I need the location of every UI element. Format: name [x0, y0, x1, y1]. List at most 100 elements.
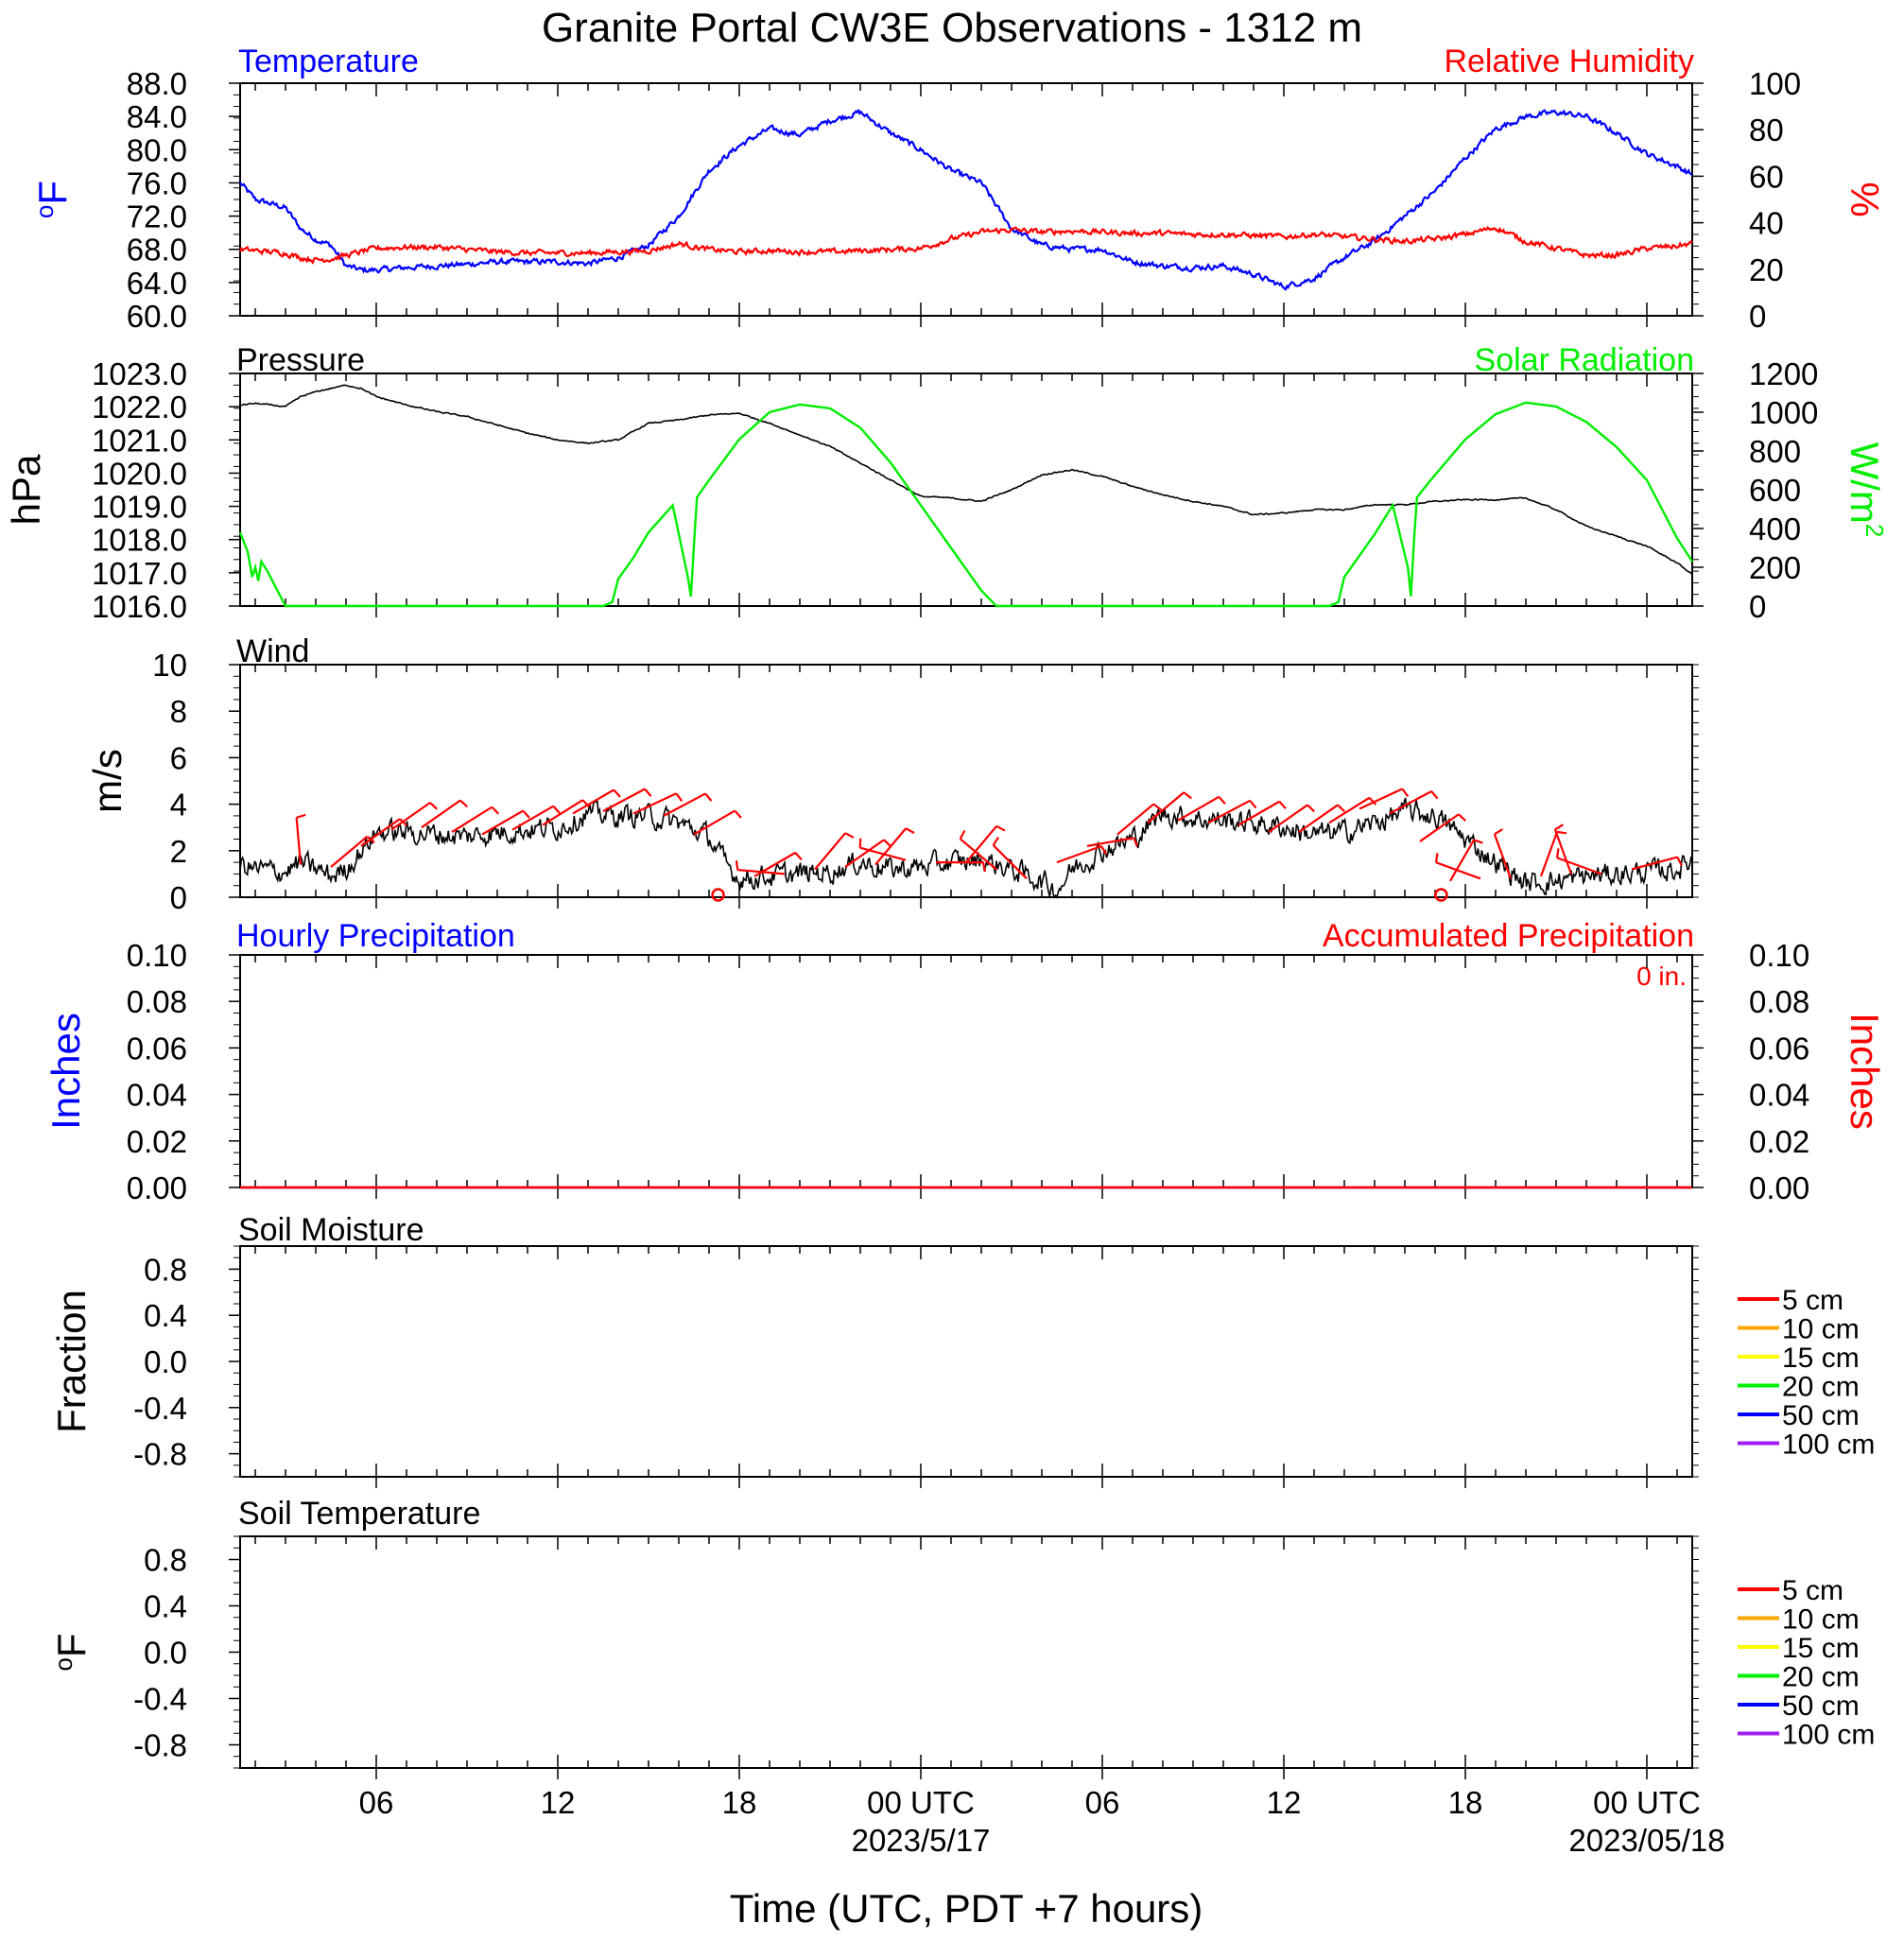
legend-label: 10 cm [1782, 1604, 1860, 1636]
y-tick-label-right: 80 [1749, 113, 1784, 147]
wind-barb [1539, 831, 1559, 877]
panel-precipitation: Hourly Precipitation Accumulated Precipi… [236, 918, 1694, 991]
y-tick-label-left: -0.8 [133, 1437, 187, 1472]
x-tick-label: 00 UTC [867, 1785, 975, 1820]
y-tick-label-left: -0.4 [133, 1682, 187, 1717]
panel-pressure_solar-plot: 1023.01022.01021.01020.01019.01018.01017… [4, 356, 1889, 624]
wind-barb [959, 838, 997, 871]
y-tick-label-right: 0.08 [1749, 984, 1809, 1019]
wind-barb [1556, 857, 1602, 875]
humidity-title: Relative Humidity [1444, 43, 1694, 79]
y-tick-label-right: 100 [1749, 66, 1801, 101]
wind-barb [814, 832, 846, 871]
panel-temperature_humidity-plot: 88.084.080.076.072.068.064.060.0 100 80 60 4… [30, 66, 1887, 334]
plot-frame [239, 1245, 1693, 1478]
y-tick-label-right: 0.10 [1749, 938, 1809, 973]
wind-barb-flag [644, 788, 652, 797]
legend-label: 100 cm [1782, 1720, 1875, 1751]
wind-barb-flag [1430, 790, 1439, 800]
wind-barb [481, 809, 524, 836]
wind-barb [1298, 804, 1339, 834]
y-tick-label-left: 0.02 [127, 1124, 187, 1159]
x-tick-label: 18 [1448, 1785, 1483, 1820]
plot-frame [239, 1535, 1693, 1769]
wind-barb [1359, 788, 1403, 810]
y-tick-label-left: 0.0 [144, 1636, 187, 1671]
wind-title: Wind [236, 633, 309, 669]
y-tick-label-right: 1000 [1749, 395, 1818, 430]
series-line-wind-speed [239, 797, 1693, 899]
plot-frame [239, 82, 1693, 317]
legend-label: 15 cm [1782, 1343, 1860, 1374]
wind-barb [390, 802, 431, 831]
y-axis-label-right: W/m2 [1843, 442, 1889, 538]
y-tick-label-left: 0.06 [127, 1031, 187, 1066]
y-tick-label-right: 800 [1749, 434, 1801, 469]
wind-barb-flag [1307, 804, 1315, 813]
solar-radiation-title: Solar Radiation [1475, 342, 1694, 378]
wind-barb-flag [296, 813, 306, 819]
wind-barb [737, 868, 786, 875]
wind-barb [295, 817, 303, 865]
y-tick-label-left: 0.8 [144, 1252, 187, 1287]
wind-barb [992, 844, 1028, 880]
wind-barb-flag [1458, 813, 1466, 822]
series-line-temperature [239, 108, 1692, 291]
y-axis-label-right: Inches [1843, 1013, 1887, 1130]
wind-barb-flag [1401, 788, 1410, 798]
wind-barb-flag [1100, 845, 1108, 856]
x-tick-label: 06 [1085, 1785, 1120, 1820]
wind-barb-flag [704, 792, 713, 802]
series-line-pressure [239, 384, 1693, 576]
y-tick-label-left: 0 [170, 880, 187, 915]
wind-barb [1116, 803, 1155, 836]
y-tick-label-left: 84.0 [127, 99, 187, 134]
y-tick-label-left: 4 [170, 788, 187, 823]
calm-wind-marker [711, 888, 725, 902]
y-tick-label-left: 68.0 [127, 233, 187, 268]
wind-barb-flag [675, 792, 684, 802]
x-tick-label: 18 [722, 1785, 757, 1820]
wind-barb-flag [1337, 804, 1345, 813]
wind-barb-flag [995, 824, 1006, 832]
panel-wind-plot: 10 8 6 4 2 0 m/s [85, 648, 1699, 915]
panel-soil-moisture: Soil Moisture [238, 1212, 424, 1248]
y-tick-label-left: 10 [152, 648, 187, 683]
y-tick-label-left: 0.4 [144, 1589, 187, 1624]
wind-barb-flag [1494, 828, 1503, 836]
y-tick-label-left: 0.04 [127, 1078, 187, 1113]
y-tick-label-right: 40 [1749, 206, 1784, 241]
y-tick-label-left: 0.8 [144, 1543, 187, 1578]
y-tick-label-left: -0.4 [133, 1391, 187, 1426]
panel-wind: Wind [236, 633, 309, 669]
y-tick-label-left: 0.0 [144, 1344, 187, 1379]
accum-precip-title: Accumulated Precipitation [1323, 918, 1694, 954]
y-tick-label-left: 80.0 [127, 132, 187, 167]
y-tick-label-left: 8 [170, 694, 187, 729]
x-tick-label: 12 [1267, 1785, 1302, 1820]
wind-barb [859, 846, 907, 861]
wind-barb-flag [1368, 797, 1377, 806]
y-axis-label-left: oF [49, 1633, 94, 1671]
wind-barb [1631, 856, 1678, 871]
y-tick-label-left: 0.08 [127, 984, 187, 1019]
y-tick-label-right: 1200 [1749, 356, 1818, 391]
wind-barb [602, 788, 646, 812]
wind-barb-flag [1555, 848, 1560, 858]
wind-barb [451, 806, 493, 834]
wind-barb-flag [992, 836, 1000, 846]
y-tick-label-right: 0 [1749, 589, 1766, 624]
series-line-solar-radiation [238, 401, 1694, 608]
y-tick-label-left: 0.4 [144, 1298, 187, 1333]
wind-barb-flag [981, 861, 987, 873]
wind-barb [572, 789, 614, 815]
soil-moisture-title: Soil Moisture [238, 1212, 424, 1248]
wind-barb-flag [959, 830, 966, 840]
legend-label: 10 cm [1782, 1314, 1860, 1345]
wind-barb-flag [1554, 823, 1564, 831]
x-tick-label: 06 [359, 1785, 394, 1820]
pressure-title: Pressure [236, 342, 365, 378]
chart-title: Granite Portal CW3E Observations - 1312 … [542, 5, 1362, 51]
legend-label: 5 cm [1782, 1575, 1843, 1606]
y-tick-label-left: 60.0 [127, 299, 187, 334]
